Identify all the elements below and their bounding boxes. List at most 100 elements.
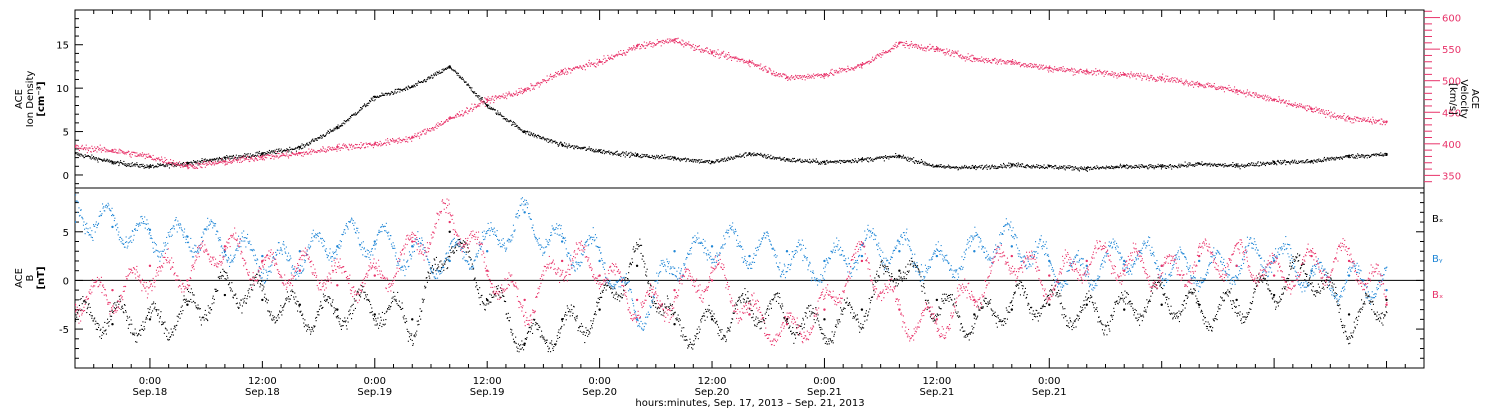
data-point: [904, 156, 906, 158]
data-point: [1001, 165, 1003, 167]
data-point: [923, 162, 925, 164]
data-point: [461, 110, 463, 112]
data-point: [784, 73, 786, 75]
data-point: [1219, 163, 1221, 165]
data-point: [1308, 105, 1310, 107]
data-point: [1255, 93, 1257, 95]
data-point: [768, 67, 770, 69]
data-point: [171, 162, 173, 164]
data-point: [96, 329, 98, 331]
data-point: [457, 73, 459, 75]
data-point: [1136, 166, 1138, 168]
data-point: [503, 116, 505, 118]
data-point: [1097, 70, 1099, 72]
data-point: [797, 78, 799, 80]
data-point: [801, 161, 803, 163]
data-point: [200, 160, 202, 162]
data-point: [152, 158, 154, 160]
data-point: [1018, 163, 1020, 165]
data-point: [709, 53, 711, 55]
data-point: [334, 128, 336, 130]
series-anchor-point: [1048, 66, 1051, 70]
data-point: [1094, 166, 1096, 168]
data-point: [1200, 84, 1202, 86]
data-point: [623, 50, 625, 52]
data-point: [549, 141, 551, 143]
data-point: [418, 81, 420, 83]
data-point: [1309, 106, 1311, 108]
data-point: [508, 120, 510, 122]
data-point: [1134, 164, 1136, 166]
data-point: [931, 46, 933, 48]
data-point: [1218, 163, 1220, 165]
data-point: [387, 92, 389, 94]
data-point: [1238, 90, 1240, 92]
data-point: [663, 157, 665, 159]
data-point: [137, 165, 139, 167]
data-point: [919, 162, 921, 164]
data-point: [1163, 79, 1165, 81]
data-point: [354, 114, 356, 116]
data-point: [840, 68, 842, 70]
data-point: [1012, 63, 1014, 65]
data-point: [231, 160, 233, 162]
data-point: [390, 140, 392, 142]
data-point: [1109, 167, 1111, 169]
data-point: [130, 156, 132, 158]
data-point: [407, 141, 409, 143]
data-point: [622, 151, 624, 153]
data-point: [544, 80, 546, 82]
data-point: [997, 60, 999, 62]
data-point: [105, 159, 107, 161]
data-point: [238, 155, 240, 157]
data-point: [458, 111, 460, 113]
data-point: [624, 53, 626, 55]
data-point: [861, 62, 863, 64]
data-point: [1333, 115, 1335, 117]
data-point: [1109, 73, 1111, 75]
data-point: [1246, 91, 1248, 93]
data-point: [1292, 162, 1294, 164]
data-point: [769, 158, 771, 160]
data-point: [1091, 74, 1093, 76]
data-point: [1009, 60, 1011, 62]
data-point: [573, 147, 575, 149]
data-point: [357, 112, 359, 114]
data-point: [178, 164, 180, 166]
data-point: [120, 150, 122, 152]
data-point: [1046, 167, 1048, 169]
data-point: [160, 159, 162, 161]
data-point: [769, 68, 771, 70]
data-point: [884, 156, 886, 158]
data-point: [123, 312, 125, 314]
data-point: [538, 136, 540, 138]
data-point: [774, 73, 776, 75]
data-point: [647, 44, 649, 46]
data-point: [1340, 156, 1342, 158]
data-point: [519, 90, 521, 92]
data-point: [760, 154, 762, 156]
data-point: [86, 155, 88, 157]
data-point: [1193, 86, 1195, 88]
data-point: [726, 58, 728, 60]
data-point: [575, 146, 577, 148]
data-point: [954, 167, 956, 169]
data-point: [145, 154, 147, 156]
data-point: [651, 42, 653, 44]
data-point: [1101, 166, 1103, 168]
data-point: [1342, 117, 1344, 119]
data-point: [609, 153, 611, 155]
data-point: [566, 71, 568, 73]
data-point: [104, 151, 106, 153]
data-point: [970, 167, 972, 169]
data-point: [1248, 162, 1250, 164]
data-point: [636, 47, 638, 49]
data-point: [109, 315, 111, 317]
data-point: [621, 151, 623, 153]
data-point: [642, 46, 644, 48]
data-point: [929, 164, 931, 166]
data-point: [157, 158, 159, 160]
data-point: [213, 164, 215, 166]
data-point: [589, 63, 591, 65]
data-point: [1041, 65, 1043, 67]
